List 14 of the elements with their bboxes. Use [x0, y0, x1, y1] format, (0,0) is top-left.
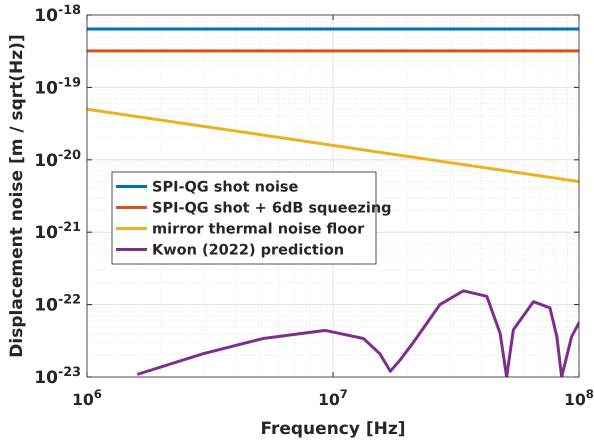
legend-label: mirror thermal noise floor: [152, 222, 366, 238]
legend-label: SPI-QG shot noise: [152, 180, 299, 196]
y-tick-label: 10$^{-21}$: [34, 220, 81, 244]
x-tick-label: 10$^{7}$: [318, 387, 348, 409]
y-tick-label: 10$^{-22}$: [34, 292, 81, 316]
y-axis-title: Displacement noise [m / sqrt(Hz)]: [7, 34, 27, 358]
y-tick-label: 10$^{-19}$: [34, 74, 82, 98]
x-tick-label: 10$^{6}$: [72, 387, 102, 409]
x-axis-title: Frequency [Hz]: [260, 419, 406, 439]
y-tick-label: 10$^{-18}$: [34, 2, 82, 26]
x-tick-label: 10$^{8}$: [564, 387, 594, 409]
legend-label: Kwon (2022) prediction: [152, 242, 344, 258]
y-tick-label: 10$^{-20}$: [34, 147, 82, 171]
y-tick-label: 10$^{-23}$: [34, 364, 81, 388]
